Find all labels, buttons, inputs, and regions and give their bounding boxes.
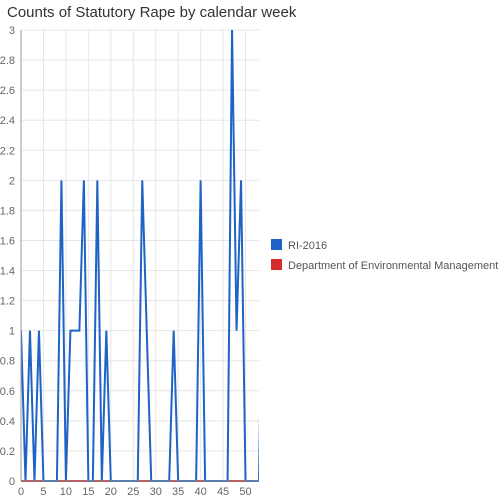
y-tick-label: 1.2 bbox=[0, 296, 15, 308]
y-tick-label: 0.8 bbox=[0, 356, 15, 368]
x-tick-label: 0 bbox=[18, 486, 24, 498]
grid bbox=[21, 29, 259, 481]
legend-label: RI-2016 bbox=[288, 240, 327, 252]
y-tick-label: 3 bbox=[9, 25, 15, 37]
y-tick-label: 2.2 bbox=[0, 145, 15, 157]
legend-swatch bbox=[271, 239, 282, 250]
y-tick-label: 2 bbox=[9, 175, 15, 187]
axes: 0 0.2 0.4 0.6 0.8 1 1.2 1.4 1.6 1.8 2 2.2 2.4 2.6 2.8 3… bbox=[0, 25, 259, 498]
y-tick-label: 0.2 bbox=[0, 446, 15, 458]
y-tick-label: 1 bbox=[9, 326, 15, 338]
legend-swatch bbox=[271, 259, 282, 270]
y-tick-label: 1.8 bbox=[0, 205, 15, 217]
y-tick-label: 2.8 bbox=[0, 55, 15, 67]
x-tick-label: 25 bbox=[127, 486, 139, 498]
series-lines bbox=[21, 29, 259, 482]
series-line-1 bbox=[21, 29, 259, 482]
x-tick-label: 5 bbox=[40, 486, 46, 498]
y-tick-label: 1.6 bbox=[0, 235, 15, 247]
y-tick-label: 1.4 bbox=[0, 266, 15, 278]
y-tick-label: 0 bbox=[9, 476, 15, 488]
x-tick-label: 10 bbox=[60, 486, 72, 498]
x-tick-label: 40 bbox=[194, 486, 206, 498]
legend: RI-2016 Department of Environmental Manag… bbox=[271, 239, 498, 272]
x-tick-label: 15 bbox=[82, 486, 94, 498]
x-tick-label: 20 bbox=[105, 486, 117, 498]
x-tick-label: 35 bbox=[172, 486, 184, 498]
y-tick-label: 0.6 bbox=[0, 386, 15, 398]
x-tick-label: 30 bbox=[150, 486, 162, 498]
legend-label: Department of Environmental Management bbox=[288, 260, 498, 272]
y-tick-label: 2.6 bbox=[0, 85, 15, 97]
y-tick-label: 2.4 bbox=[0, 115, 15, 127]
chart-title: Counts of Statutory Rape by calendar wee… bbox=[7, 4, 297, 21]
x-tick-label: 45 bbox=[217, 486, 229, 498]
y-tick-label: 0.4 bbox=[0, 416, 15, 428]
x-tick-label: 50 bbox=[239, 486, 251, 498]
